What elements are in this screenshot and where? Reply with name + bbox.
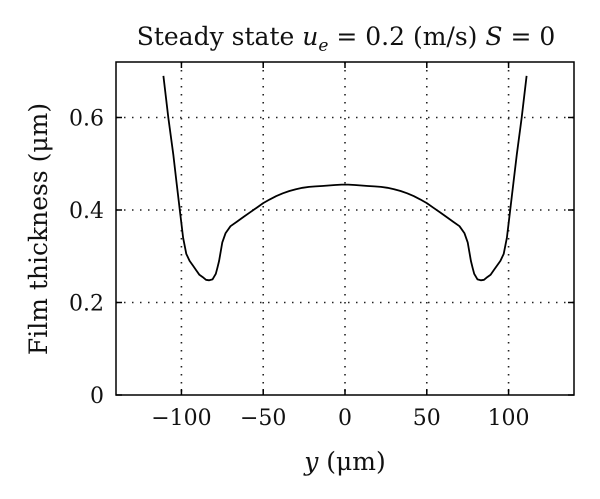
y-tick-label: 0.4 xyxy=(69,199,104,224)
x-tick-label: 100 xyxy=(488,406,530,431)
x-tick-label: −100 xyxy=(151,406,211,431)
x-axis-label-var: y xyxy=(303,447,319,476)
grid-lines xyxy=(116,62,574,395)
x-axis-label: y (μm) xyxy=(303,447,386,476)
title-prefix: Steady state xyxy=(137,22,303,51)
y-tick-label: 0.6 xyxy=(69,107,104,132)
x-tick-label: −50 xyxy=(240,406,286,431)
title-var2: S xyxy=(485,22,502,51)
x-tick-labels: −100 −50 0 50 100 xyxy=(151,406,529,431)
x-axis-label-rest: (μm) xyxy=(318,447,385,476)
title-suffix: = 0 xyxy=(503,22,556,51)
x-tick-label: 50 xyxy=(413,406,441,431)
chart-title: Steady state ue = 0.2 (m/s) S = 0 xyxy=(137,22,556,56)
y-axis-label: Film thickness (μm) xyxy=(24,103,53,355)
tick-marks xyxy=(116,62,574,396)
plot-frame xyxy=(115,61,575,396)
y-tick-labels: 0 0.2 0.4 0.6 xyxy=(69,107,104,410)
y-tick-label: 0 xyxy=(90,384,104,409)
y-tick-label: 0.2 xyxy=(69,292,104,317)
title-sub: e xyxy=(318,36,328,56)
series-layer xyxy=(162,75,528,282)
film-thickness-line xyxy=(162,75,528,282)
title-middle: = 0.2 (m/s) xyxy=(328,22,485,51)
x-tick-label: 0 xyxy=(338,406,352,431)
title-var: u xyxy=(302,22,318,51)
